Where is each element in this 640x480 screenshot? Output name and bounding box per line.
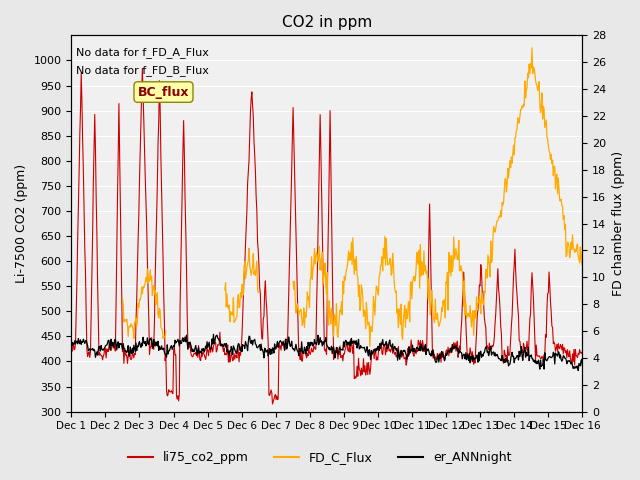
Text: No data for f_FD_B_Flux: No data for f_FD_B_Flux <box>76 65 209 76</box>
Legend: li75_co2_ppm, FD_C_Flux, er_ANNnight: li75_co2_ppm, FD_C_Flux, er_ANNnight <box>124 446 516 469</box>
Title: CO2 in ppm: CO2 in ppm <box>282 15 372 30</box>
Text: No data for f_FD_A_Flux: No data for f_FD_A_Flux <box>76 47 209 58</box>
Y-axis label: Li-7500 CO2 (ppm): Li-7500 CO2 (ppm) <box>15 164 28 283</box>
Text: BC_flux: BC_flux <box>138 85 189 98</box>
Y-axis label: FD chamber flux (ppm): FD chamber flux (ppm) <box>612 151 625 296</box>
